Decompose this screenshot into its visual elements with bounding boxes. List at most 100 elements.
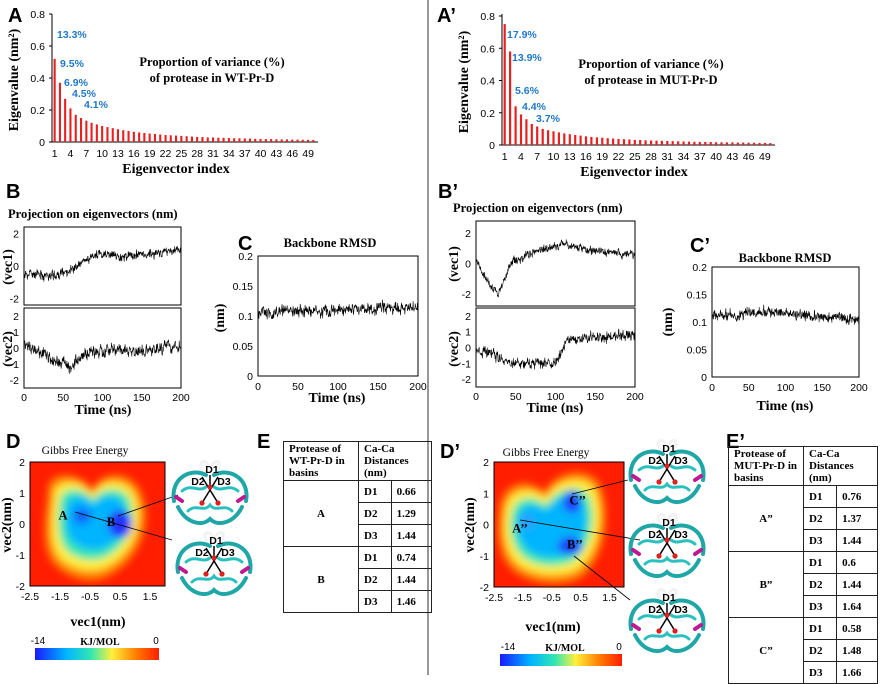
table-header-distance: Ca-Ca Distances (nm) xyxy=(803,446,878,486)
x-tick-label: 50 xyxy=(510,391,522,403)
chart-rmsd-mut: Backbone RMSD 0 0.05 0.1 0.15 0.2 0 50 100 150 20… xyxy=(661,251,868,414)
vec2-tick-label: 2 xyxy=(13,311,19,323)
panel-label-c: C xyxy=(238,233,252,255)
y-tick-label: 0.6 xyxy=(480,43,495,55)
distance-line xyxy=(658,604,676,632)
ca-atom xyxy=(219,571,225,577)
vec2-tick-label: 1 xyxy=(13,327,19,339)
vec2-label: (vec2) xyxy=(1,331,16,367)
x-axis-label: Time (ns) xyxy=(757,399,814,414)
distance-label: D1 xyxy=(662,443,676,455)
ribbon-strand xyxy=(628,523,706,556)
table-row: D3 1.46 xyxy=(284,590,433,613)
bar xyxy=(259,139,262,142)
ribbon-strand xyxy=(199,460,210,471)
bar xyxy=(95,124,98,142)
ribbon-strand xyxy=(631,474,641,482)
y-tick-label: 0.4 xyxy=(480,76,495,88)
distance-name-cell: D3 xyxy=(802,529,838,552)
ribbon-strand xyxy=(643,555,691,566)
x-tick-label: 0 xyxy=(21,392,27,404)
distance-label: D1 xyxy=(662,517,676,529)
basin-b-pointer xyxy=(573,555,631,601)
colorbar-max: 0 xyxy=(153,636,159,647)
x-tick-label: 19 xyxy=(596,151,608,163)
bar xyxy=(639,140,642,145)
x-tick-label: 0 xyxy=(473,391,479,403)
bar xyxy=(547,130,550,145)
ribbon-strand xyxy=(174,495,184,503)
x-tick-label: 40 xyxy=(710,151,722,163)
bar xyxy=(69,108,72,142)
bar xyxy=(731,142,734,145)
bar xyxy=(612,138,615,146)
bar xyxy=(503,24,506,146)
ribbon-strand xyxy=(667,513,678,524)
chart-title-line1: Proportion of variance (%) xyxy=(578,57,723,71)
bar xyxy=(698,141,701,145)
vec2-tick-label: -1 xyxy=(10,359,19,371)
x-tick-label: 100 xyxy=(329,381,347,393)
ribbon-strand xyxy=(643,481,691,492)
ca-atom xyxy=(672,628,678,634)
colorbar-min: -14 xyxy=(501,642,516,653)
y-tick-label: 0.05 xyxy=(233,341,254,353)
bar xyxy=(758,142,761,145)
variance-label-2: 13.9% xyxy=(512,52,542,64)
ribbon-strand xyxy=(171,470,249,503)
bar xyxy=(687,141,691,145)
distance-value-cell: 0.76 xyxy=(836,485,878,508)
x-tick-label: 1.5 xyxy=(143,591,158,603)
distance-label: D3 xyxy=(674,604,688,616)
bar xyxy=(541,128,544,145)
bar xyxy=(650,140,653,145)
ca-atom xyxy=(211,555,217,561)
y-tick-label: 0.2 xyxy=(480,108,495,120)
vec2-tick-label: -2 xyxy=(462,374,471,386)
y-tick-label: -1 xyxy=(16,550,25,562)
bar xyxy=(270,139,273,142)
ribbon-strand xyxy=(236,495,246,503)
colorbar-gradient xyxy=(500,654,622,666)
ca-atom xyxy=(656,479,662,485)
y-axis-label: (nm) xyxy=(213,303,228,332)
ca-atom xyxy=(664,537,670,543)
x-tick-label: 25 xyxy=(629,151,641,163)
basin-c-pointer xyxy=(571,479,629,495)
fel-title: Gibbs Free Energy xyxy=(503,447,590,459)
distance-label: D2 xyxy=(648,455,662,467)
vec2-trace xyxy=(475,328,636,370)
panel-label-c-prime: C’ xyxy=(690,235,710,257)
fel-surface xyxy=(44,475,146,581)
bar xyxy=(312,139,315,142)
distance-name-cell: D1 xyxy=(358,546,392,569)
bar xyxy=(742,142,745,145)
panel-label-e: E xyxy=(257,431,270,453)
y-tick-label: 0.6 xyxy=(30,41,45,53)
distance-line xyxy=(658,529,676,557)
x-tick-label: 150 xyxy=(813,382,831,394)
table-row: D2 1.44 xyxy=(284,568,433,591)
ca-atom xyxy=(203,571,209,577)
bar xyxy=(704,141,707,145)
bar xyxy=(677,141,680,145)
x-axis-label: vec1(nm) xyxy=(70,615,126,630)
ribbon-strand xyxy=(190,573,238,584)
distance-value-cell: 1.44 xyxy=(836,529,878,552)
distance-value-cell: 1.44 xyxy=(390,524,433,547)
x-axis-label: vec1(nm) xyxy=(525,620,581,635)
ribbon-strand xyxy=(637,538,697,546)
bar xyxy=(584,136,588,145)
chart-projection-mut: Projection on eigenvectors (nm) -202-2-1… xyxy=(447,201,644,416)
distance-table-mut: Protease of MUT-Pr-D in basins Ca-Ca Dist… xyxy=(728,446,878,684)
bar xyxy=(175,135,178,142)
x-tick-label: 46 xyxy=(743,151,755,163)
fel-title: Gibbs Free Energy xyxy=(42,445,129,457)
x-tick-label: 34 xyxy=(223,148,235,160)
distance-label: D2 xyxy=(195,547,209,559)
table-row: D3 1.44 xyxy=(729,529,878,552)
bar xyxy=(715,142,718,145)
vec1-tick-label: 2 xyxy=(465,228,471,240)
basin-label: C’’ xyxy=(570,494,586,508)
